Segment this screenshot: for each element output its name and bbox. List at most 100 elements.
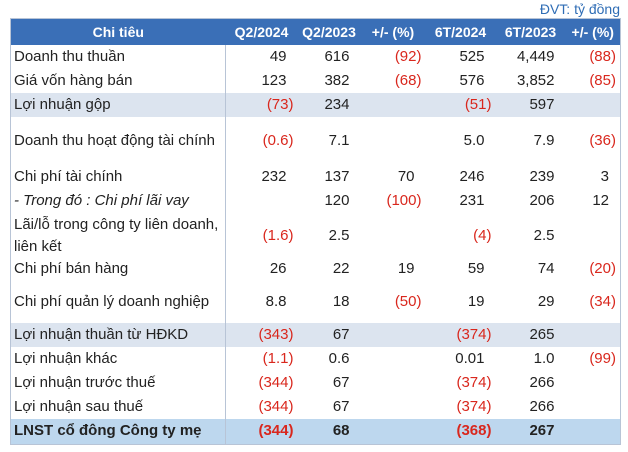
row-label: Lợi nhuận gộp (10, 93, 226, 117)
value-cell: 67 (332, 398, 350, 415)
row-label: Lợi nhuận sau thuế (10, 395, 226, 419)
financial-table: Chi tiêu Q2/2024 Q2/2023 +/- (%) 6T/2024 6T/2… (10, 18, 621, 445)
row-label: Lợi nhuận thuần từ HĐKD (10, 323, 226, 347)
value-cell: 597 (495, 93, 566, 117)
value-cell: 234 (297, 93, 361, 117)
value-cell: 616 (324, 48, 350, 65)
value-cell: (4) (473, 226, 492, 244)
value-cell: 74 (537, 260, 555, 277)
empty-cell (360, 419, 426, 444)
value-cell: (374) (456, 374, 492, 391)
value-cell: 206 (529, 192, 555, 209)
row-label: - Trong đó : Chi phí lãi vay (10, 189, 226, 213)
header-cell: 6T/2023 (495, 18, 566, 45)
value-cell: 49 (269, 48, 287, 65)
unit-label: ĐVT: tỷ đồng (539, 1, 620, 17)
value-cell: (85) (589, 72, 616, 89)
value-cell: 266 (529, 398, 555, 415)
value-cell: 68 (297, 419, 361, 444)
value-cell: (344) (258, 374, 294, 391)
value-cell: (36) (589, 132, 616, 149)
row-label: LNST cổ đông Công ty mẹ (10, 419, 226, 444)
value-cell: 67 (332, 374, 350, 391)
value-cell: (344) (225, 419, 298, 444)
value-cell: (368) (425, 419, 496, 444)
empty-cell (566, 395, 621, 419)
value-cell: 67 (297, 323, 361, 347)
value-cell: (100) (386, 192, 422, 209)
table-row: - Trong đó : Chi phí lãi vay 120 (100) 231 2… (10, 189, 621, 213)
value-cell: (344) (258, 398, 294, 415)
empty-cell (360, 93, 426, 117)
header-cell: Q2/2024 (225, 18, 298, 45)
row-label: Lãi/lỗ trong công ty liên doanh, liên kế… (10, 213, 226, 258)
table-row: LNST cổ đông Công ty mẹ (344) 68 (368) 267 (10, 419, 621, 444)
value-cell: (88) (589, 48, 616, 65)
value-cell: (50) (394, 292, 422, 310)
value-cell: 232 (261, 168, 287, 185)
row-label: Lợi nhuận khác (10, 347, 226, 371)
value-cell: 123 (261, 72, 287, 89)
value-cell: 382 (324, 72, 350, 89)
value-cell: 4,449 (516, 48, 555, 65)
value-cell: 266 (529, 374, 555, 391)
empty-cell (361, 347, 426, 371)
value-cell: 0.01 (455, 350, 485, 367)
empty-cell (360, 323, 426, 347)
value-cell: 239 (529, 168, 555, 185)
table-row: Lợi nhuận thuần từ HĐKD (343) 67 (374) 265 (10, 323, 621, 347)
header-cell: +/- (%) (360, 18, 426, 45)
table-body: Doanh thu thuần 49 616 (92) 525 4,449 (88) Giá … (10, 45, 621, 444)
table-row: Lợi nhuận trước thuế (344) 67 (374) 266 (10, 371, 621, 395)
value-cell: 7.9 (533, 132, 555, 149)
value-cell: (1.1) (262, 350, 294, 367)
value-cell: 18 (332, 292, 350, 310)
value-cell: 29 (537, 292, 555, 310)
value-cell: 5.0 (463, 132, 485, 149)
value-cell: 3,852 (516, 72, 555, 89)
value-cell: 120 (324, 192, 350, 209)
row-label: Chi phí quản lý doanh nghiệp (10, 280, 226, 323)
value-cell: (20) (589, 260, 616, 277)
header-row: Chi tiêu Q2/2024 Q2/2023 +/- (%) 6T/2024 6T/2… (10, 18, 621, 45)
row-label: Chi phí tài chính (10, 165, 226, 189)
header-cell: 6T/2024 (425, 18, 496, 45)
value-cell: 2.5 (533, 226, 555, 244)
value-cell: 8.8 (265, 292, 287, 310)
header-cell: Q2/2023 (297, 18, 361, 45)
value-cell: 1.0 (533, 350, 555, 367)
value-cell: 59 (467, 260, 485, 277)
value-cell: 19 (467, 292, 485, 310)
empty-cell (566, 213, 621, 258)
value-cell: 7.1 (328, 132, 350, 149)
value-cell: 576 (459, 72, 485, 89)
table-row: Doanh thu hoạt động tài chính (0.6) 7.1 5.0… (10, 117, 621, 165)
row-label: Chi phí bán hàng (10, 258, 226, 280)
value-cell: 137 (324, 168, 350, 185)
empty-cell (361, 117, 426, 165)
value-cell: 19 (397, 260, 415, 277)
value-cell: 0.6 (328, 350, 350, 367)
table-row: Lãi/lỗ trong công ty liên doanh, liên kế… (10, 213, 621, 258)
value-cell: (343) (225, 323, 298, 347)
table-row: Lợi nhuận sau thuế (344) 67 (374) 266 (10, 395, 621, 419)
header-cell: Chi tiêu (10, 18, 226, 45)
empty-cell (361, 371, 426, 395)
row-label: Doanh thu hoạt động tài chính (10, 117, 226, 165)
value-cell: (73) (225, 93, 298, 117)
row-label: Doanh thu thuần (10, 45, 226, 69)
empty-cell (226, 189, 298, 213)
empty-cell (361, 395, 426, 419)
value-cell: (51) (425, 93, 496, 117)
table-row: Chi phí quản lý doanh nghiệp 8.8 18 (50) 19 2… (10, 280, 621, 323)
value-cell: 26 (269, 260, 287, 277)
row-label: Giá vốn hàng bán (10, 69, 226, 93)
empty-cell (361, 213, 426, 258)
table-row: Lợi nhuận khác (1.1) 0.6 0.01 1.0 (99) (10, 347, 621, 371)
value-cell: (374) (425, 323, 496, 347)
value-cell: (34) (589, 292, 616, 310)
value-cell: 3 (600, 168, 609, 185)
table-row: Giá vốn hàng bán 123 382 (68) 576 3,852 (85) (10, 69, 621, 93)
value-cell: 265 (495, 323, 566, 347)
